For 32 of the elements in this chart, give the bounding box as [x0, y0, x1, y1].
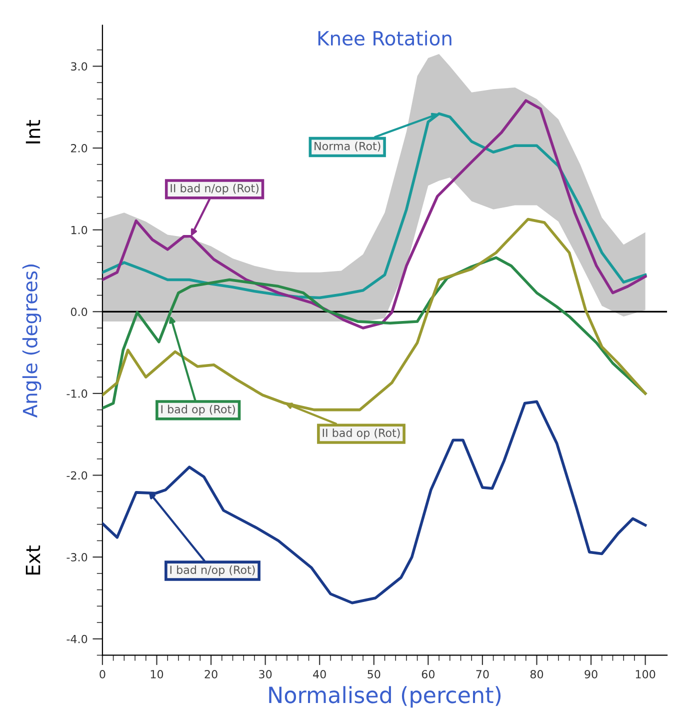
y-tick-label: 2.0 [71, 144, 88, 152]
x-tick-label: 40 [313, 670, 326, 678]
x-tick-label: 80 [530, 670, 544, 678]
text: Int [26, 120, 40, 144]
y-tick-label: -2.0 [66, 471, 88, 480]
y-tick-label: -3.0 [66, 553, 88, 562]
y-tick-label: -1.0 [66, 389, 88, 398]
x-tick-label: 10 [150, 670, 164, 678]
x-tick-label: 30 [259, 670, 272, 678]
annotation: I bad op (Rot) [161, 404, 235, 416]
x-tick-label: 50 [368, 670, 380, 678]
y-tick-label: -4.0 [66, 634, 88, 644]
x-axis-title: Normalised (percent) [269, 686, 501, 708]
chart-title: Knee Rotation [318, 30, 452, 46]
x-tick-label: 0 [100, 670, 106, 678]
y-tick-label: 1.0 [71, 226, 88, 234]
annotation: II bad op (Rot) [322, 428, 400, 440]
y-tick-label: 0.0 [70, 308, 88, 316]
x-tick-label: 90 [584, 670, 598, 678]
y-tick-label: 3.0 [71, 62, 88, 71]
line-series [102, 99, 647, 330]
x-tick-label: 100 [636, 670, 656, 678]
x-tick-label: 70 [476, 670, 489, 678]
text: Ext [26, 545, 40, 575]
y-axis-title: Angle (degrees) [22, 264, 42, 418]
line-series [102, 400, 647, 604]
line-series [102, 112, 647, 300]
annotation: II bad n/op (Rot) [170, 184, 258, 195]
x-tick-label: 60 [422, 670, 435, 678]
annotation: I bad n/op (Rot) [170, 565, 255, 576]
annotation: Norma (Rot) [314, 142, 380, 152]
x-tick-label: 20 [204, 670, 218, 678]
